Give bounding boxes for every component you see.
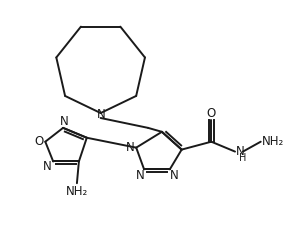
Text: N: N bbox=[97, 108, 106, 121]
Text: N: N bbox=[136, 169, 144, 182]
Text: N: N bbox=[43, 160, 52, 173]
Text: N: N bbox=[126, 141, 135, 154]
Text: O: O bbox=[207, 106, 216, 120]
Text: N: N bbox=[60, 115, 69, 128]
Text: H: H bbox=[239, 153, 247, 163]
Text: N: N bbox=[236, 145, 245, 158]
Text: O: O bbox=[35, 135, 44, 148]
Text: NH₂: NH₂ bbox=[66, 185, 88, 197]
Text: NH₂: NH₂ bbox=[261, 135, 284, 148]
Text: N: N bbox=[170, 169, 178, 182]
